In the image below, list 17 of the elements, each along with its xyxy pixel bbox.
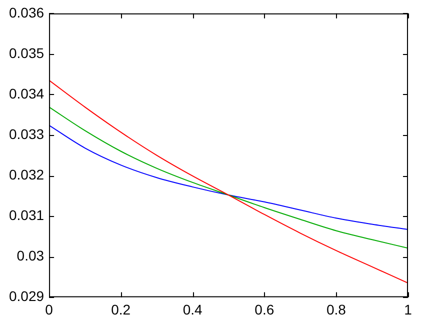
y-tick-label: 0.032 — [8, 166, 44, 182]
line-series — [49, 124, 408, 230]
y-tick-label: 0.036 — [8, 4, 44, 20]
x-tick-label: 1 — [404, 301, 412, 318]
x-tick-label: 0.2 — [111, 301, 131, 318]
y-tick-label: 0.031 — [8, 206, 44, 223]
line-series — [49, 106, 408, 249]
y-tick-label: 0.03 — [16, 248, 44, 264]
x-tick-label: 0 — [45, 301, 54, 318]
x-tick-label: 0.6 — [254, 301, 274, 318]
x-tick-label: 0.4 — [182, 301, 203, 318]
x-tick-label: 0.8 — [326, 301, 346, 318]
y-tick-label: 0.035 — [8, 44, 44, 61]
y-tick-label: 0.029 — [8, 288, 44, 304]
y-tick-label: 0.034 — [8, 85, 44, 102]
line-series — [49, 80, 408, 284]
y-tick-label: 0.033 — [8, 126, 44, 142]
